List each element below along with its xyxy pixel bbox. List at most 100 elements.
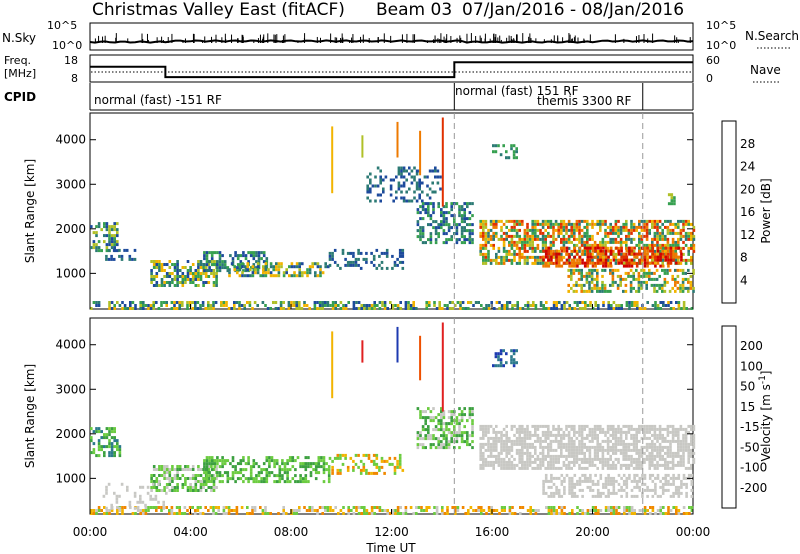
- heatmap-cell: [515, 442, 519, 446]
- heatmap-cell: [531, 237, 534, 241]
- heatmap-cell: [268, 474, 271, 478]
- heatmap-cell: [126, 307, 129, 310]
- heatmap-cell: [581, 307, 584, 310]
- heatmap-cell: [505, 454, 508, 458]
- heatmap-cell: [669, 424, 672, 428]
- heatmap-cell: [586, 243, 589, 247]
- heatmap-cell: [557, 442, 560, 446]
- heatmap-cell: [653, 277, 656, 281]
- heatmap-cell: [336, 263, 340, 267]
- heatmap-cell: [681, 283, 685, 287]
- heatmap-cell: [526, 433, 529, 437]
- heatmap-cell: [636, 304, 639, 307]
- heatmap-cell: [585, 277, 589, 281]
- heatmap-cell: [630, 433, 633, 437]
- heatmap-cell: [421, 410, 425, 414]
- heatmap-cell: [536, 246, 540, 250]
- heatmap-cell: [468, 241, 472, 245]
- heatmap-cell: [674, 240, 677, 244]
- heatmap-cell: [625, 234, 628, 238]
- heatmap-cell: [580, 424, 584, 428]
- heatmap-cell: [541, 261, 545, 265]
- heatmap-cell: [653, 261, 657, 265]
- heatmap-cell: [327, 265, 330, 269]
- heatmap-cell: [643, 512, 647, 515]
- heatmap-cell: [171, 486, 174, 489]
- heatmap-cell: [679, 457, 683, 461]
- heatmap-cell: [116, 231, 119, 235]
- heatmap-cell: [584, 512, 587, 515]
- heatmap-cell: [105, 506, 108, 510]
- heatmap-cell: [170, 509, 174, 512]
- heatmap-cell: [682, 427, 685, 431]
- heatmap-cell: [617, 219, 620, 223]
- heatmap-cell: [205, 465, 209, 469]
- heatmap-cell: [416, 446, 420, 450]
- heatmap-cell: [479, 231, 482, 235]
- heatmap-cell: [437, 440, 440, 444]
- heatmap-cell: [635, 264, 639, 268]
- heatmap-cell: [252, 257, 256, 261]
- heatmap-cell: [620, 258, 623, 262]
- heatmap-cell: [596, 466, 599, 470]
- heatmap-cell: [270, 456, 274, 460]
- heatmap-cell: [189, 489, 192, 492]
- heatmap-cell: [446, 509, 449, 512]
- heatmap-cell: [487, 249, 490, 253]
- heatmap-cell: [588, 445, 592, 449]
- heatmap-cell: [602, 482, 605, 486]
- heatmap-cell: [534, 451, 537, 455]
- heatmap-cell: [233, 307, 236, 310]
- heatmap-cell: [207, 275, 211, 278]
- heatmap-cell: [645, 237, 649, 241]
- heatmap-cell: [526, 249, 529, 253]
- heatmap-cell: [619, 280, 622, 284]
- heatmap-cell: [677, 460, 680, 464]
- heatmap-cell: [380, 459, 384, 463]
- heatmap-cell: [116, 509, 119, 512]
- heatmap-cell: [249, 474, 253, 478]
- heatmap-cell: [651, 427, 654, 431]
- heatmap-cell: [513, 252, 516, 256]
- heatmap-cell: [385, 251, 389, 255]
- heatmap-cell: [484, 231, 488, 235]
- heatmap-cell: [671, 222, 675, 226]
- heatmap-cell: [667, 261, 670, 265]
- heatmap-cell: [352, 307, 356, 310]
- heatmap-cell: [440, 446, 443, 450]
- heatmap-cell: [421, 428, 425, 432]
- cpid-label: CPID: [4, 90, 36, 104]
- heatmap-cell: [463, 220, 466, 224]
- heatmap-cell: [630, 512, 634, 515]
- heatmap-cell: [632, 228, 636, 232]
- heatmap-cell: [505, 445, 508, 449]
- heatmap-cell: [638, 234, 641, 238]
- heatmap-cell: [666, 249, 670, 253]
- heatmap-cell: [454, 304, 457, 307]
- heatmap-cell: [589, 255, 592, 259]
- heatmap-cell: [664, 237, 667, 241]
- heatmap-cell: [487, 442, 490, 446]
- heatmap-cell: [622, 277, 625, 281]
- heatmap-cell: [653, 445, 657, 449]
- heatmap-cell: [682, 457, 685, 461]
- heatmap-cell: [623, 509, 626, 512]
- heatmap-cell: [610, 512, 613, 515]
- heatmap-cell: [218, 471, 222, 475]
- heatmap-cell: [184, 483, 187, 486]
- heatmap-cell: [479, 219, 482, 223]
- heatmap-cell: [583, 424, 586, 428]
- heatmap-cell: [482, 222, 485, 226]
- heatmap-cell: [432, 205, 435, 209]
- heatmap-cell: [575, 283, 578, 287]
- x-tick-label: 00:00: [73, 525, 108, 539]
- heatmap-cell: [676, 286, 680, 290]
- heatmap-cell: [292, 512, 296, 515]
- heatmap-cell: [628, 473, 631, 477]
- time-x-ticks: 00:00 04:00 08:00 12:00 16:00 20:00 00:00: [73, 304, 710, 539]
- heatmap-cell: [645, 445, 649, 449]
- heatmap-cell: [692, 234, 696, 238]
- heatmap-cell: [207, 465, 211, 468]
- heatmap-cell: [596, 277, 599, 281]
